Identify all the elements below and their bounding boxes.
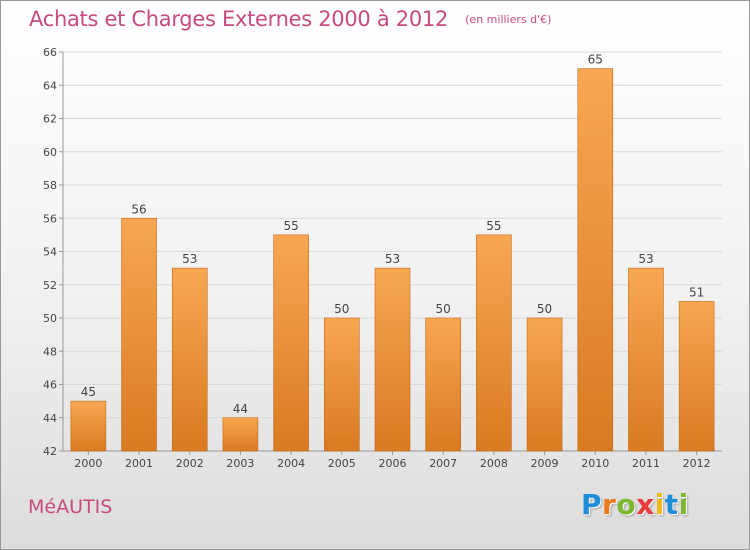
bar-value-label: 51 — [689, 285, 704, 299]
bar-value-label: 50 — [334, 302, 349, 316]
y-tick-label: 60 — [43, 146, 57, 159]
bar-value-label: 65 — [588, 53, 603, 67]
x-tick-label: 2006 — [379, 457, 407, 470]
logo-letter: i — [678, 488, 689, 521]
y-tick-label: 56 — [43, 212, 57, 225]
bar — [222, 417, 259, 452]
x-tick-label: 2008 — [480, 457, 508, 470]
bar — [678, 301, 715, 452]
bar-value-label: 55 — [283, 219, 298, 233]
y-tick-label: 48 — [43, 345, 57, 358]
bar — [526, 317, 563, 452]
x-tick-label: 2002 — [176, 457, 204, 470]
y-tick-label: 64 — [43, 79, 57, 92]
commune-name: MéAUTIS — [28, 496, 113, 518]
bar-value-label: 53 — [385, 252, 400, 266]
x-tick-label: 2011 — [632, 457, 660, 470]
bar — [374, 267, 411, 452]
bar — [273, 234, 309, 452]
bar-value-label: 44 — [233, 402, 248, 416]
y-tick-label: 44 — [43, 412, 57, 425]
x-tick-label: 2012 — [683, 457, 711, 470]
proxiti-logo: Proxiti — [581, 488, 689, 521]
logo-letter: P — [581, 488, 603, 521]
chart-title: Achats et Charges Externes 2000 à 2012 — [29, 7, 449, 31]
x-tick-label: 2001 — [125, 457, 153, 470]
x-tick-label: 2003 — [226, 457, 254, 470]
logo-letter: i — [654, 488, 665, 521]
y-tick-label: 58 — [43, 179, 57, 192]
bar — [121, 217, 157, 452]
bar-value-label: 53 — [638, 252, 653, 266]
y-tick-label: 42 — [43, 445, 57, 458]
y-tick-label: 62 — [43, 113, 57, 126]
bar — [324, 317, 360, 452]
bar-value-label: 55 — [486, 219, 501, 233]
x-tick-label: 2009 — [531, 457, 559, 470]
bar — [171, 267, 208, 452]
y-tick-label: 46 — [43, 379, 57, 392]
x-tick-label: 2000 — [74, 457, 102, 470]
y-tick-label: 52 — [43, 279, 57, 292]
logo-letter: o — [616, 488, 637, 521]
bar-value-label: 50 — [436, 302, 451, 316]
logo-letter: t — [664, 488, 679, 521]
bar — [577, 68, 614, 452]
y-tick-label: 50 — [43, 312, 57, 325]
x-tick-label: 2007 — [429, 457, 457, 470]
y-tick-label: 54 — [43, 246, 57, 259]
logo-letter: x — [636, 488, 655, 521]
bar — [70, 400, 107, 452]
x-tick-label: 2004 — [277, 457, 305, 470]
title-row: Achats et Charges Externes 2000 à 2012 (… — [29, 7, 551, 31]
bar-value-label: 45 — [81, 385, 96, 399]
bar-value-label: 56 — [131, 202, 146, 216]
bar-value-label: 53 — [182, 252, 197, 266]
y-tick-label: 66 — [43, 46, 57, 59]
bars-layer — [70, 68, 715, 452]
x-tick-label: 2005 — [328, 457, 356, 470]
chart-subtitle: (en milliers d'€) — [465, 13, 552, 26]
bar — [476, 234, 512, 452]
labels-layer: 42 44 46 48 50 52 54 56 58 60 62 64 66 45 2000 56 2001 53… — [43, 46, 711, 470]
bar — [425, 317, 461, 452]
x-tick-label: 2010 — [581, 457, 609, 470]
bar — [628, 267, 664, 452]
logo-letter: r — [602, 488, 617, 521]
bar-value-label: 50 — [537, 302, 552, 316]
